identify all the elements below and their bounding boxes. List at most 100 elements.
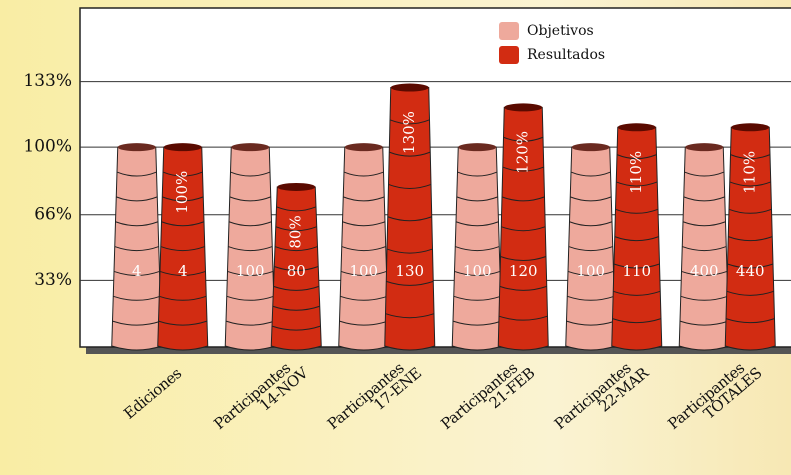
bar-top — [344, 143, 383, 152]
count-label: 100 — [576, 262, 605, 280]
bar-band — [387, 216, 432, 222]
bar-band — [276, 206, 317, 212]
bar-band — [679, 320, 729, 326]
bar — [270, 182, 322, 351]
bar-top — [571, 143, 610, 152]
bar-band — [566, 320, 616, 326]
bar-band — [612, 318, 662, 324]
bar-band — [343, 196, 385, 202]
count-label: 100 — [463, 262, 492, 280]
bar-band — [386, 280, 434, 286]
bar-top — [117, 143, 156, 152]
bar-band — [275, 226, 317, 232]
bar-band — [225, 320, 275, 326]
bar — [565, 143, 617, 351]
bar-band — [501, 226, 546, 232]
bar-band — [728, 208, 772, 214]
bar-band — [613, 263, 660, 269]
y-tick-label: 100% — [23, 137, 72, 157]
bar-band — [159, 270, 206, 276]
bar-band — [115, 221, 159, 227]
count-label: 400 — [690, 262, 719, 280]
bar-band — [457, 171, 498, 177]
bar — [111, 143, 163, 351]
bar-top — [163, 143, 202, 152]
count-label: 80 — [287, 262, 306, 280]
bar-band — [616, 181, 658, 187]
bar-band — [567, 270, 614, 276]
bar-top — [231, 143, 270, 152]
value-label: 120% — [513, 131, 531, 174]
bar-top — [458, 143, 497, 152]
value-label: 100% — [173, 171, 191, 214]
bar-band — [389, 151, 431, 157]
bar — [157, 143, 209, 351]
bar-band — [501, 196, 545, 202]
bar — [224, 143, 276, 351]
bar-band — [273, 285, 320, 291]
count-label: 120 — [509, 262, 538, 280]
bar-band — [230, 171, 271, 177]
bar-top — [685, 143, 724, 152]
bar-band — [274, 266, 319, 271]
y-tick-label: 66% — [34, 204, 72, 224]
bar-top — [277, 182, 316, 191]
bar-band — [113, 270, 160, 276]
bar-band — [455, 246, 500, 252]
count-label: 130 — [395, 262, 424, 280]
bar-band — [680, 295, 728, 301]
bar-band — [730, 154, 771, 160]
bar-top — [390, 83, 429, 92]
bar — [384, 83, 436, 351]
bar-band — [613, 290, 661, 296]
bar-band — [274, 246, 318, 252]
bar-band — [726, 290, 774, 296]
bar-band — [500, 256, 547, 262]
bar-body — [451, 146, 503, 351]
bar-band — [502, 166, 544, 172]
bar-band — [499, 285, 547, 291]
bar-band — [228, 246, 273, 252]
bar-band — [343, 171, 384, 177]
bar-top — [617, 123, 656, 132]
bar-band — [227, 270, 274, 276]
count-label: 4 — [132, 262, 142, 280]
bar-band — [339, 320, 389, 326]
bar-band — [342, 221, 386, 227]
bar-band — [455, 221, 499, 227]
bar — [451, 143, 503, 351]
bar-band — [226, 295, 274, 301]
legend-label: Objetivos — [527, 23, 594, 39]
legend-swatch — [499, 46, 519, 64]
bar-band — [116, 171, 157, 177]
bar-band — [568, 246, 613, 252]
bar-band — [681, 270, 728, 276]
bar-band — [452, 320, 502, 326]
bar-band — [682, 246, 727, 252]
value-label: 110% — [627, 151, 645, 194]
bar — [678, 143, 730, 351]
bar-band — [388, 183, 432, 189]
bar-band — [453, 295, 501, 301]
bar-band — [684, 171, 725, 177]
bar-band — [727, 263, 774, 269]
bar-band — [454, 270, 501, 276]
bar — [338, 143, 390, 351]
bar-band — [567, 295, 615, 301]
bar-band — [228, 221, 272, 227]
count-label: 100 — [349, 262, 378, 280]
legend-label: Resultados — [527, 47, 605, 63]
bar-band — [158, 320, 208, 326]
count-label: 110 — [622, 262, 651, 280]
bar-band — [728, 236, 773, 242]
bar-top — [504, 103, 543, 112]
count-label: 440 — [736, 262, 765, 280]
y-tick-label: 133% — [23, 71, 72, 91]
bar-band — [616, 154, 657, 160]
value-label: 80% — [286, 215, 304, 248]
bar-band — [385, 313, 435, 319]
bar-band — [159, 295, 207, 301]
bar-body — [111, 146, 163, 351]
